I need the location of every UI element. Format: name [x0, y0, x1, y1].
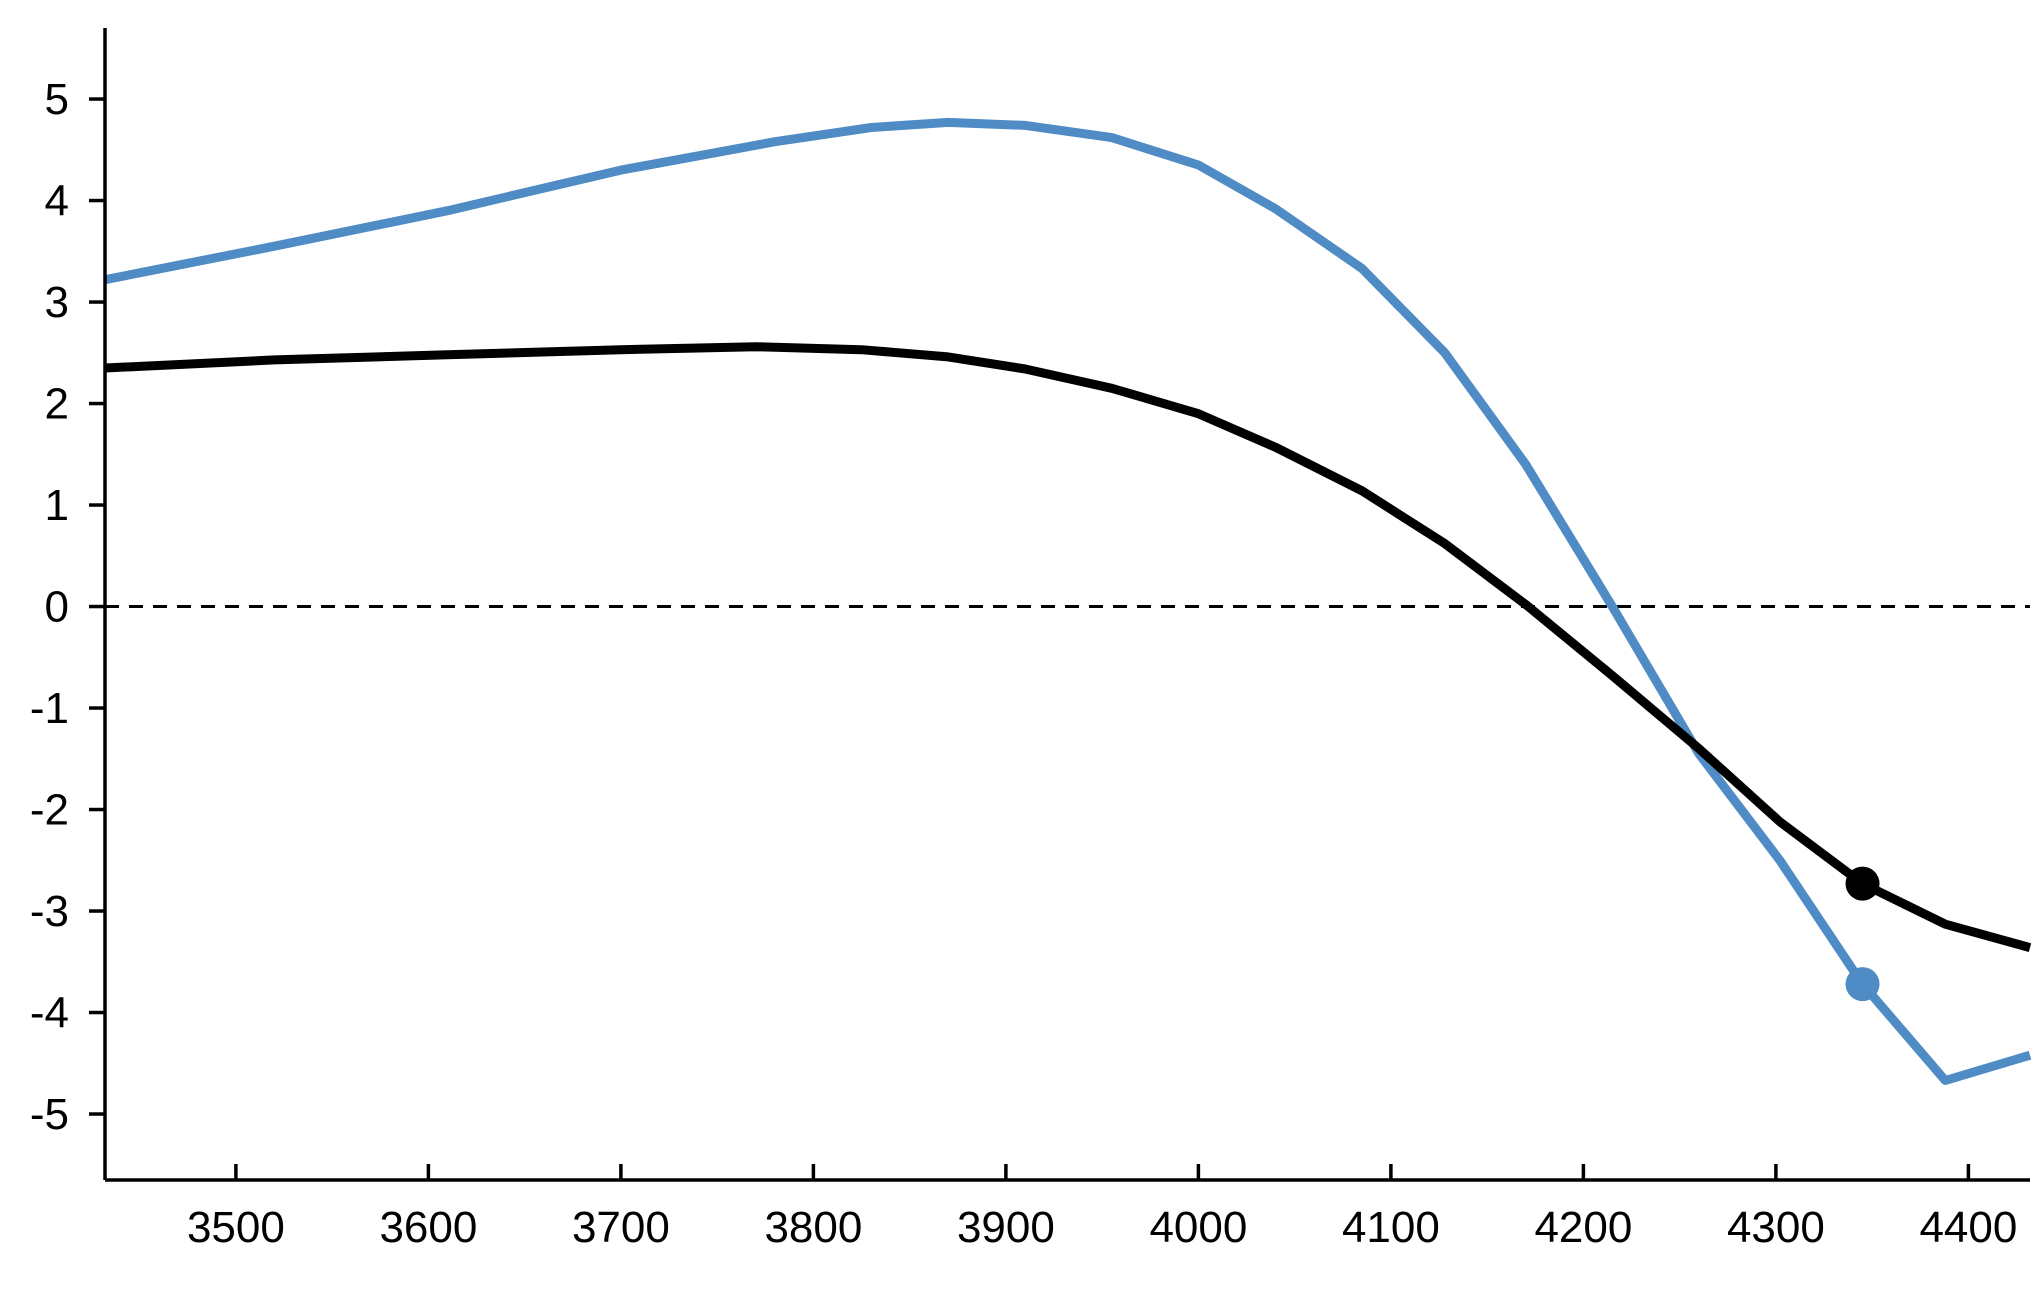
x-tick-label: 3800 [764, 1203, 862, 1252]
y-tick-label: -2 [30, 786, 69, 835]
x-tick-label: 4100 [1342, 1203, 1440, 1252]
y-tick-label: 5 [45, 75, 69, 124]
y-tick-label: -4 [30, 989, 69, 1038]
y-ticks-group: -5 -4 -3 -2 -1 0 1 2 3 4 5 [30, 75, 105, 1139]
x-tick-label: 3700 [572, 1203, 670, 1252]
axes-group [103, 28, 2030, 1182]
series-1-line [104, 117, 2032, 1085]
series-1-point-marker [1845, 967, 1880, 1002]
x-tick-label: 3500 [187, 1203, 285, 1252]
y-tick-label: -5 [30, 1090, 69, 1139]
series-2-point-marker [1845, 866, 1880, 901]
series-2-line [104, 342, 2032, 952]
series-group [104, 117, 2032, 1085]
y-tick-label: 1 [45, 481, 69, 530]
y-tick-label: 0 [45, 583, 69, 632]
x-tick-label: 3600 [379, 1203, 477, 1252]
x-tick-label: 4000 [1149, 1203, 1247, 1252]
x-tick-label: 4400 [1919, 1203, 2017, 1252]
y-tick-label: 3 [45, 278, 69, 327]
y-tick-label: -3 [30, 887, 69, 936]
x-tick-label: 4200 [1534, 1203, 1632, 1252]
x-tick-label: 3900 [957, 1203, 1055, 1252]
y-tick-label: -1 [30, 684, 69, 733]
y-tick-label: 2 [45, 380, 69, 429]
x-ticks-group: 3500 3600 3700 3800 3900 4000 4100 4200 4300 4400 [187, 1164, 2017, 1252]
x-tick-label: 4300 [1727, 1203, 1825, 1252]
y-tick-label: 4 [45, 177, 69, 226]
